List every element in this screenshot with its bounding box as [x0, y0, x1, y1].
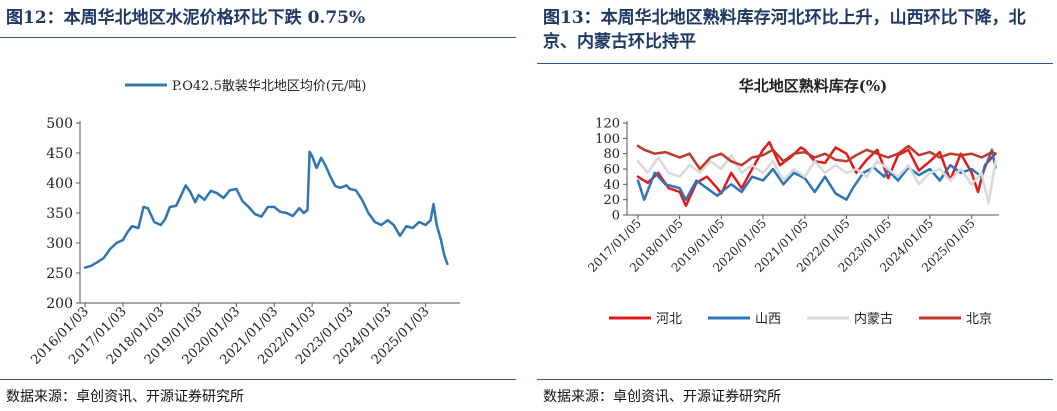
- chart-title: 华北地区熟料库存(%): [739, 77, 887, 95]
- figure-title-right: 图13：本周华北地区熟料库存河北环比上升，山西环比下降，北京、内蒙古环比持平: [543, 8, 1026, 52]
- y-tick-label: 120: [595, 117, 620, 132]
- source-divider-right: [537, 379, 1053, 380]
- y-tick-label: 300: [46, 236, 73, 252]
- y-tick-label: 500: [46, 116, 73, 132]
- figure-title-left: 图12：本周华北地区水泥价格环比下跌 0.75%: [6, 8, 366, 28]
- cement-price-chart: 2002503003504004505002016/01/032017/01/0…: [28, 79, 460, 368]
- y-tick-label: 0: [612, 209, 620, 224]
- right-panel: 图13：本周华北地区熟料库存河北环比上升，山西环比下降，北京、内蒙古环比持平 华…: [537, 0, 1057, 411]
- y-tick-label: 40: [603, 178, 620, 193]
- series-line-北京: [636, 144, 997, 171]
- clinker-inventory-chart: 华北地区熟料库存(%)0204060801001202017/01/052018…: [585, 77, 999, 327]
- y-tick-label: 450: [46, 146, 73, 162]
- source-divider-left: [0, 379, 516, 380]
- legend-label: 内蒙古: [854, 311, 893, 327]
- y-tick-label: 400: [46, 176, 73, 192]
- title-divider-right: [537, 63, 1053, 64]
- legend-label: 山西: [755, 312, 781, 327]
- y-tick-label: 80: [603, 147, 620, 162]
- series-line-P.O42.5散装华北地区均价(元/吨): [83, 150, 449, 269]
- series-line-河北: [636, 140, 997, 208]
- legend-label: 河北: [656, 312, 682, 327]
- y-tick-label: 250: [46, 266, 73, 282]
- left-panel: 图12：本周华北地区水泥价格环比下跌 0.75% 200 250 300 350 400…: [0, 0, 520, 411]
- series-line-山西: [636, 148, 997, 201]
- y-tick-label: 100: [595, 132, 620, 147]
- y-tick-label: 20: [603, 193, 620, 208]
- series-line-内蒙古: [636, 153, 997, 205]
- y-tick-label: 60: [603, 163, 620, 178]
- y-tick-label: 350: [46, 206, 73, 222]
- source-note-left: 数据来源：卓创资讯、开源证券研究所: [6, 389, 244, 405]
- source-note-right: 数据来源：卓创资讯、开源证券研究所: [543, 389, 781, 405]
- y-tick-label: 200: [46, 296, 73, 312]
- legend-label: 北京: [966, 312, 992, 327]
- title-divider-left: [0, 37, 516, 38]
- legend-label: P.O42.5散装华北地区均价(元/吨): [172, 79, 366, 94]
